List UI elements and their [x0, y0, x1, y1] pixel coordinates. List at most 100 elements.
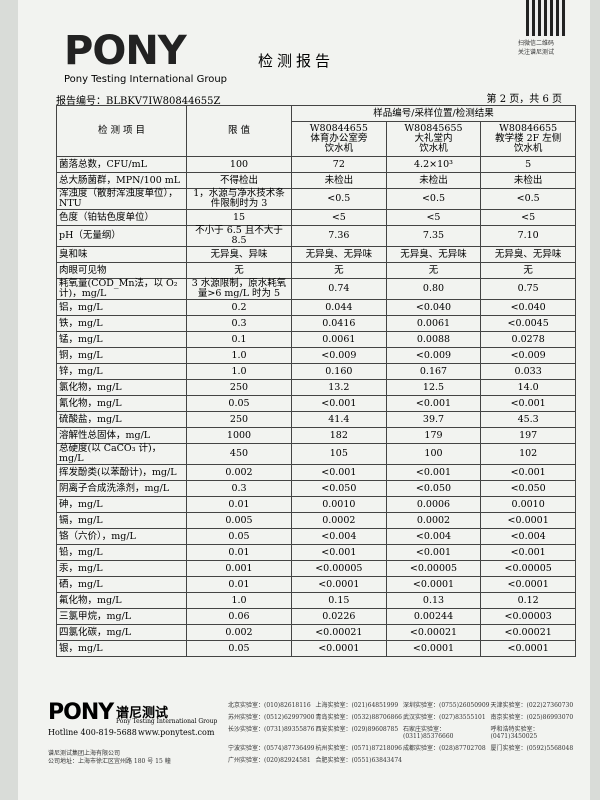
data-row: 硫酸盐，mg/L 250 41.4 39.7 45.3: [56, 411, 576, 428]
result-cell: 7.35: [385, 225, 482, 247]
qr-caption: 扫微信二维码 关注谱尼测试: [518, 38, 554, 56]
lab-contact: 南京实验室：(025)86993070: [490, 714, 574, 721]
result-cell: 0.0010: [291, 496, 387, 513]
results-table: 检 测 项 目限 值样品编号/采样位置/检测结果 W80844655 体育办公室旁饮…: [56, 105, 576, 657]
result-cell: <0.001: [480, 464, 576, 481]
report-title: 检测报告: [258, 52, 335, 70]
data-row: 汞，mg/L 0.001 <0.00005 <0.00005 <0.00005: [56, 560, 576, 577]
logo: PONY: [64, 28, 187, 74]
result-cell: 7.36: [291, 225, 387, 247]
lab-contact: 杭州实验室：(0571)87218096: [315, 745, 403, 752]
limit-cell: 0.06: [186, 608, 292, 625]
data-row: 镉，mg/L 0.005 0.0002 0.0002 <0.0001: [56, 512, 576, 529]
footer-brand: 谱尼测试: [116, 706, 169, 721]
result-cell: <0.00005: [291, 560, 387, 577]
result-cell: <0.001: [385, 395, 482, 412]
result-cell: <0.00005: [385, 560, 482, 577]
result-cell: 39.7: [385, 411, 482, 428]
result-cell: 45.3: [480, 411, 576, 428]
sample-row: W80844655 体育办公室旁 饮水机 W80845655 大礼堂内 饮水机 W80846…: [57, 121, 576, 157]
data-row: 肉眼可见物无无无无: [56, 262, 576, 279]
limit-cell: 100: [186, 156, 292, 173]
data-row: 总大肠菌群，MPN/100 mL 不得检出 未检出 未检出 未检出: [56, 172, 576, 189]
result-cell: 4.2×10³: [385, 156, 482, 173]
page-no: 第 2 页，共 6 页: [486, 94, 562, 105]
result-cell: <0.0001: [385, 640, 482, 657]
limit-cell: 0.05: [186, 640, 292, 657]
lab-contact: 成都实验室：(028)87702708: [403, 745, 486, 752]
paper: PONY Pony Testing International Group 检测…: [18, 0, 590, 800]
lab-contact: 苏州实验室：(0512)62997900: [228, 714, 315, 721]
result-cell: 14.0: [480, 379, 576, 396]
data-row: 四氯化碳，mg/L 0.002 <0.00021 <0.00021 <0.00021: [56, 624, 576, 641]
limit-cell: 1.0: [186, 363, 292, 380]
result-cell: 0.0006: [385, 496, 482, 513]
result-cell: <0.0001: [480, 640, 576, 657]
result-cell: 0.0002: [291, 512, 387, 529]
data-row: 菌落总数，CFU/mL 100 72 4.2×10³ 5: [56, 156, 576, 173]
data-row: 硒，mg/L 0.01 <0.0001 <0.0001 <0.0001: [56, 576, 576, 593]
item-cell: 铝，mg/L: [56, 299, 187, 316]
sample-header: W80846655 教学楼 2F 左侧 饮水机: [480, 121, 576, 157]
result-cell: <0.5: [480, 188, 576, 210]
limit-cell: 0.002: [186, 624, 292, 641]
sample-line: 体育办公室旁: [310, 133, 368, 144]
result-cell: 0.0002: [385, 512, 482, 529]
result-cell: <0.040: [385, 299, 482, 316]
result-cell: <0.050: [480, 480, 576, 497]
limit-cell: 1.0: [186, 592, 292, 609]
item-cell: 耗氧量(COD_Mn法，以 O₂计)，mg/L: [56, 278, 187, 300]
sample-line: 教学楼 2F 左侧: [495, 133, 562, 144]
result-cell: <0.050: [291, 480, 387, 497]
sample-line: 饮水机: [419, 143, 448, 154]
lab-contact: 深圳实验室：(0755)26050909: [403, 702, 490, 709]
address: 公司地址：上海市徐汇区宜州路 180 号 15 幢: [48, 758, 171, 765]
result-cell: <0.00003: [480, 608, 576, 625]
result-cell: <0.5: [291, 188, 387, 210]
lab-contact: 西安实验室：(029)89608785: [315, 726, 399, 733]
data-row: 阴离子合成洗涤剂，mg/L 0.3 <0.050 <0.050 <0.050: [56, 480, 576, 497]
limit-cell: 0.05: [186, 528, 292, 545]
limit-cell: 0.005: [186, 512, 292, 529]
item-cell: 菌落总数，CFU/mL: [56, 156, 187, 173]
col-header: 检 测 项 目: [56, 105, 187, 157]
result-cell: <0.004: [480, 528, 576, 545]
item-cell: 砷，mg/L: [56, 496, 187, 513]
result-cell: <0.0045: [480, 315, 576, 332]
limit-cell: 1.0: [186, 347, 292, 364]
limit-cell: 1000: [186, 427, 292, 444]
data-row: 氯化物，mg/L 250 13.2 12.5 14.0: [56, 379, 576, 396]
limit-cell: 15: [186, 209, 292, 226]
limit-cell: 0.1: [186, 331, 292, 348]
data-row: 银，mg/L 0.05 <0.0001 <0.0001 <0.0001: [56, 640, 576, 657]
sample-line: 大礼堂内: [414, 133, 453, 144]
limit-cell: 0.01: [186, 544, 292, 561]
data-row: 锰，mg/L 0.1 0.0061 0.0088 0.0278: [56, 331, 576, 348]
sample-line: 饮水机: [324, 143, 354, 154]
qr-line: 关注谱尼测试: [518, 49, 555, 56]
item-cell: 硒，mg/L: [56, 576, 187, 593]
data-row: pH（无量纲） 不小于 6.5 且不大于 8.5 7.36 7.35 7.10: [56, 225, 576, 247]
lab-contact: 青岛实验室：(0532)88706866: [315, 714, 403, 721]
data-row: 铅，mg/L 0.01 <0.001 <0.001 <0.001: [56, 544, 576, 561]
item-cell: 挥发酚类(以苯酚计)，mg/L: [56, 464, 187, 481]
result-cell: 5: [480, 156, 576, 173]
result-cell: <0.040: [480, 299, 576, 316]
result-cell: <0.0001: [291, 576, 387, 593]
result-cell: <0.00005: [480, 560, 576, 577]
sample-header: W80844655 体育办公室旁 饮水机: [291, 121, 387, 157]
result-cell: 0.15: [291, 592, 387, 609]
result-cell: 0.0226: [291, 608, 387, 625]
result-cell: 0.033: [480, 363, 576, 380]
lab-contact: 武汉实验室：(027)83555101: [403, 714, 486, 721]
result-cell: 179: [385, 427, 482, 444]
item-cell: 锌，mg/L: [56, 363, 187, 380]
result-cell: 0.75: [480, 278, 576, 300]
result-cell: 182: [291, 427, 387, 444]
item-cell: 肉眼可见物: [56, 262, 187, 279]
data-row: 臭和味 无异臭、异味 无异臭、无异味 无异臭、无异味 无异臭、无异味: [56, 246, 576, 263]
limit-cell: 450: [186, 443, 292, 465]
result-cell: 7.10: [480, 225, 576, 247]
item-cell: 四氯化碳，mg/L: [56, 624, 187, 641]
